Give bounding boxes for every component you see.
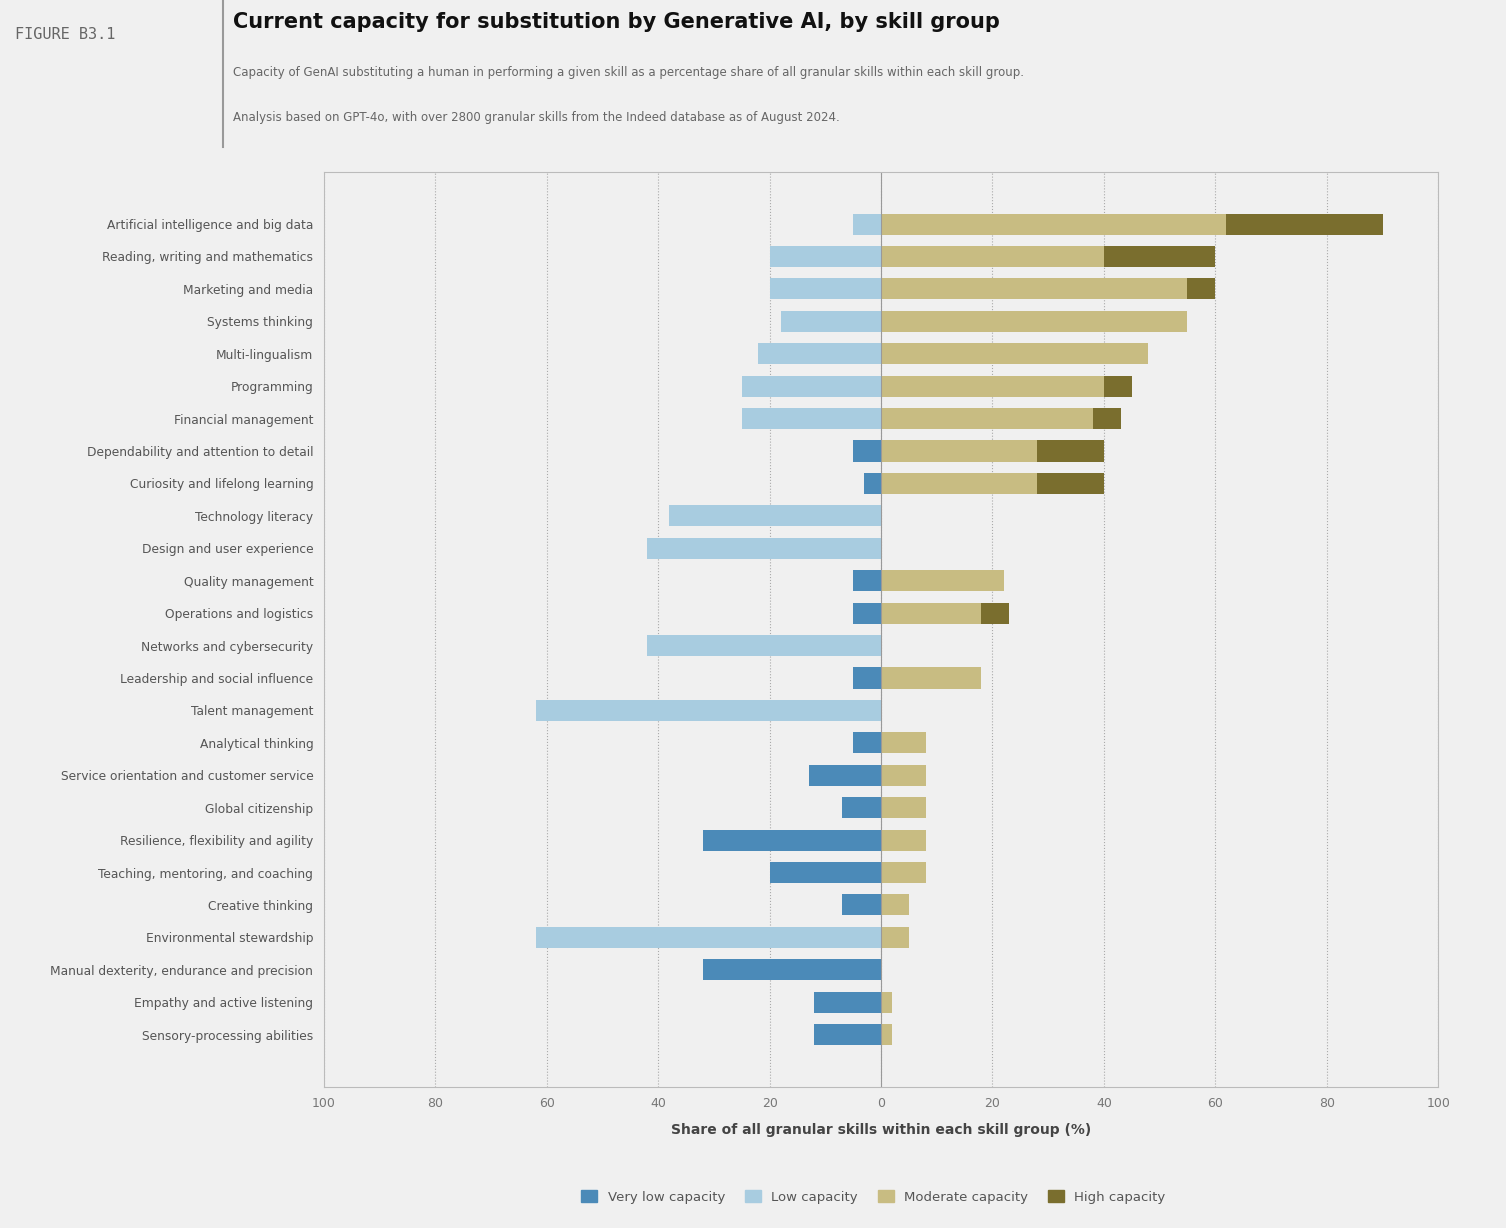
Bar (741, 376, 881, 397)
Bar (780, 311, 881, 332)
Bar (669, 506, 881, 527)
Bar (770, 279, 881, 300)
Bar (881, 894, 908, 916)
Bar (648, 635, 881, 656)
Bar (881, 732, 926, 753)
Bar (842, 894, 881, 916)
Bar (1226, 214, 1383, 235)
Bar (842, 797, 881, 818)
Bar (881, 992, 892, 1013)
Bar (648, 538, 881, 559)
Bar (770, 246, 881, 266)
Bar (881, 830, 926, 851)
Bar (1038, 441, 1104, 462)
Legend: Very low capacity, Low capacity, Moderate capacity, High capacity: Very low capacity, Low capacity, Moderat… (577, 1185, 1170, 1210)
Bar (1104, 246, 1215, 266)
Bar (881, 279, 1187, 300)
Text: FIGURE B3.1: FIGURE B3.1 (15, 27, 116, 42)
Bar (881, 927, 908, 948)
Bar (881, 570, 1003, 591)
Bar (770, 862, 881, 883)
Bar (852, 441, 881, 462)
Bar (1104, 376, 1133, 397)
Bar (741, 408, 881, 429)
Bar (703, 830, 881, 851)
Bar (881, 311, 1187, 332)
Bar (881, 668, 982, 689)
Bar (809, 765, 881, 786)
Bar (536, 927, 881, 948)
Text: Capacity of GenAI substituting a human in performing a given skill as a percenta: Capacity of GenAI substituting a human i… (233, 66, 1024, 80)
Bar (881, 246, 1104, 266)
Bar (852, 668, 881, 689)
Bar (881, 603, 982, 624)
Bar (1038, 473, 1104, 494)
Bar (1187, 279, 1215, 300)
Bar (881, 376, 1104, 397)
Bar (852, 570, 881, 591)
Text: Analysis based on GPT-4o, with over 2800 granular skills from the Indeed databas: Analysis based on GPT-4o, with over 2800… (233, 111, 840, 124)
Bar (881, 473, 1038, 494)
Bar (881, 797, 926, 818)
Bar (815, 1024, 881, 1045)
Bar (881, 343, 1149, 365)
Bar (881, 1024, 892, 1045)
Bar (881, 765, 926, 786)
Bar (536, 700, 881, 721)
Bar (881, 408, 1093, 429)
Bar (852, 732, 881, 753)
Bar (852, 603, 881, 624)
Bar (881, 214, 1226, 235)
Bar (703, 959, 881, 980)
X-axis label: Share of all granular skills within each skill group (%): Share of all granular skills within each… (670, 1124, 1092, 1137)
Bar (881, 441, 1038, 462)
Bar (1093, 408, 1120, 429)
Bar (881, 862, 926, 883)
Bar (852, 214, 881, 235)
Text: Current capacity for substitution by Generative AI, by skill group: Current capacity for substitution by Gen… (233, 12, 1000, 32)
Bar (864, 473, 881, 494)
Bar (982, 603, 1009, 624)
Bar (759, 343, 881, 365)
Bar (815, 992, 881, 1013)
